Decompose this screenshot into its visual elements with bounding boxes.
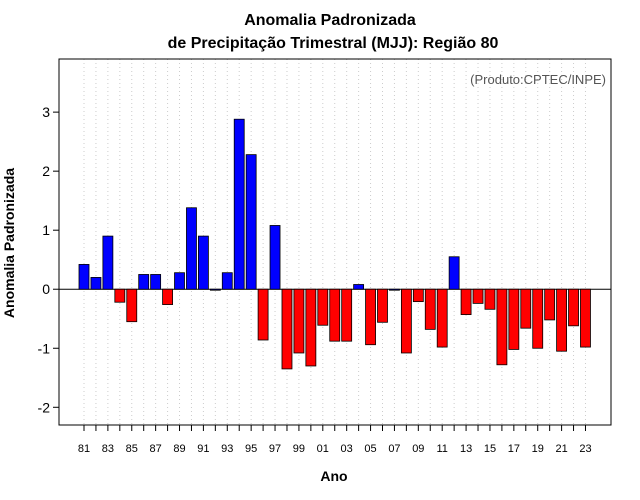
y-tick-label: 1: [42, 222, 50, 238]
bar-2011: [436, 288, 448, 348]
x-tick-label: 11: [436, 443, 447, 455]
x-tick-label: 93: [221, 443, 233, 455]
bar-2002: [329, 288, 341, 342]
y-tick-label: -2: [38, 399, 51, 415]
y-tick-label: -1: [38, 340, 51, 356]
x-tick-label: 13: [460, 443, 472, 455]
bar-2018: [520, 288, 532, 329]
bar-2003: [341, 288, 353, 342]
bar-2020: [544, 288, 556, 321]
bar-2000: [305, 288, 317, 367]
x-tick-label: 95: [245, 443, 257, 455]
x-tick-label: 07: [388, 443, 400, 455]
bar-2023: [580, 288, 591, 348]
grid-lines: [83, 59, 586, 425]
bar-1994: [233, 118, 245, 290]
bar-1995: [245, 154, 257, 290]
bar-1984: [114, 288, 126, 303]
bar-2019: [532, 288, 544, 349]
x-tick-label: 89: [173, 443, 185, 455]
bar-2022: [568, 288, 579, 327]
x-tick-label: 17: [508, 443, 520, 455]
y-tick-label: 0: [42, 281, 50, 297]
plot-area-frame: [58, 58, 612, 426]
bar-1996: [257, 288, 269, 341]
bar-1990: [186, 207, 197, 290]
y-axis: -2 -1 0 1 2 3: [38, 104, 59, 415]
bar-1989: [174, 272, 185, 290]
bar-1987: [150, 274, 162, 290]
y-tick-label: 3: [42, 104, 50, 120]
bars: [78, 118, 591, 370]
x-tick-label: 21: [555, 443, 567, 455]
source-annotation: (Produto:CPTEC/INPE): [470, 72, 606, 87]
y-tick-label: 2: [42, 163, 50, 179]
bar-2009: [412, 288, 424, 303]
bar-2005: [365, 288, 376, 346]
bar-2016: [496, 288, 508, 366]
x-tick-label: 03: [341, 443, 353, 455]
x-axis: 81 83 85 87 89 91 93 95 97 99 01 03 05 07 09 11 13 15 17 19…: [78, 425, 592, 455]
bar-1993: [221, 272, 233, 290]
chart-subtitle: de Precipitação Trimestral (MJJ): Região…: [168, 35, 499, 52]
bar-2013: [460, 288, 472, 316]
bar-1985: [126, 288, 138, 323]
bar-2004: [353, 284, 365, 290]
bar-1986: [138, 274, 150, 290]
x-axis-label: Ano: [320, 468, 347, 484]
bar-2021: [556, 288, 567, 352]
x-tick-label: 81: [78, 443, 90, 455]
bar-2008: [400, 288, 412, 354]
x-tick-label: 91: [197, 443, 209, 455]
x-tick-label: 23: [579, 443, 591, 455]
bar-2001: [317, 288, 329, 326]
x-tick-label: 85: [126, 443, 138, 455]
bar-1991: [197, 235, 209, 290]
y-axis-label: Anomalia Padronizada: [1, 168, 17, 318]
bar-1997: [269, 225, 281, 290]
x-tick-label: 99: [293, 443, 305, 455]
bar-1983: [102, 235, 114, 290]
x-tick-label: 19: [532, 443, 544, 455]
bar-2006: [377, 288, 388, 323]
bar-2012: [448, 256, 460, 290]
bar-2014: [472, 288, 484, 304]
bar-1982: [90, 277, 102, 290]
x-tick-label: 83: [102, 443, 114, 455]
x-tick-label: 87: [150, 443, 162, 455]
x-tick-label: 01: [317, 443, 329, 455]
bar-1981: [78, 264, 90, 290]
bar-2017: [508, 288, 520, 350]
bar-1998: [281, 288, 293, 370]
bar-1988: [162, 288, 173, 305]
x-tick-label: 97: [269, 443, 281, 455]
x-tick-label: 09: [412, 443, 424, 455]
x-tick-label: 05: [364, 443, 376, 455]
bar-2007: [389, 288, 400, 291]
bar-2010: [424, 288, 436, 330]
x-tick-label: 15: [484, 443, 496, 455]
bar-2015: [484, 288, 496, 310]
bar-1999: [293, 288, 305, 354]
bar-1992: [209, 288, 221, 291]
chart-title: Anomalia Padronizada: [244, 12, 416, 29]
